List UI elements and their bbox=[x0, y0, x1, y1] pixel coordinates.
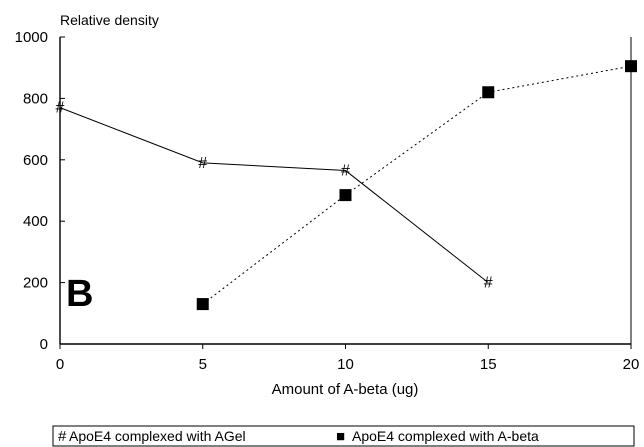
panel-label: B bbox=[66, 273, 93, 315]
legend-symbol-abeta: ■ bbox=[336, 428, 345, 445]
x-tick-label: 5 bbox=[199, 356, 207, 373]
y-tick-label: 200 bbox=[23, 275, 48, 292]
data-point-hash: # bbox=[341, 163, 350, 180]
legend-symbol-agel: # bbox=[58, 428, 67, 445]
data-point-square bbox=[196, 298, 209, 311]
legend-box bbox=[52, 425, 635, 447]
legend-label-agel: ApoE4 complexed with AGel bbox=[69, 428, 246, 444]
y-tick-label: 1000 bbox=[15, 29, 48, 46]
data-point-square bbox=[482, 86, 495, 99]
data-point-square bbox=[625, 60, 637, 73]
legend-label-abeta: ApoE4 complexed with A-beta bbox=[352, 428, 539, 444]
legend: # ApoE4 complexed with AGel ■ ApoE4 comp… bbox=[52, 425, 635, 447]
y-tick-label: 800 bbox=[23, 90, 48, 107]
series-line-2 bbox=[202, 65, 632, 305]
series-line-1 bbox=[59, 107, 489, 283]
y-tick-label: 0 bbox=[40, 336, 48, 353]
y-ticks: 0 200 400 600 800 1000 bbox=[15, 29, 65, 353]
y-tick-label: 400 bbox=[23, 213, 48, 230]
y-tick-label: 600 bbox=[23, 152, 48, 169]
x-tick-label: 0 bbox=[56, 356, 64, 373]
x-ticks: 0 5 10 15 20 bbox=[56, 344, 640, 373]
x-tick-label: 15 bbox=[480, 356, 497, 373]
x-axis-label: Amount of A-beta (ug) bbox=[272, 381, 419, 398]
x-tick-label: 20 bbox=[623, 356, 640, 373]
series-layer: # # # # bbox=[56, 60, 637, 311]
data-point-hash: # bbox=[56, 100, 65, 117]
y-axis-label: Relative density bbox=[60, 12, 159, 28]
data-point-hash: # bbox=[484, 275, 493, 292]
data-point-hash: # bbox=[198, 155, 207, 172]
data-point-square bbox=[339, 189, 352, 202]
x-tick-label: 10 bbox=[337, 356, 354, 373]
